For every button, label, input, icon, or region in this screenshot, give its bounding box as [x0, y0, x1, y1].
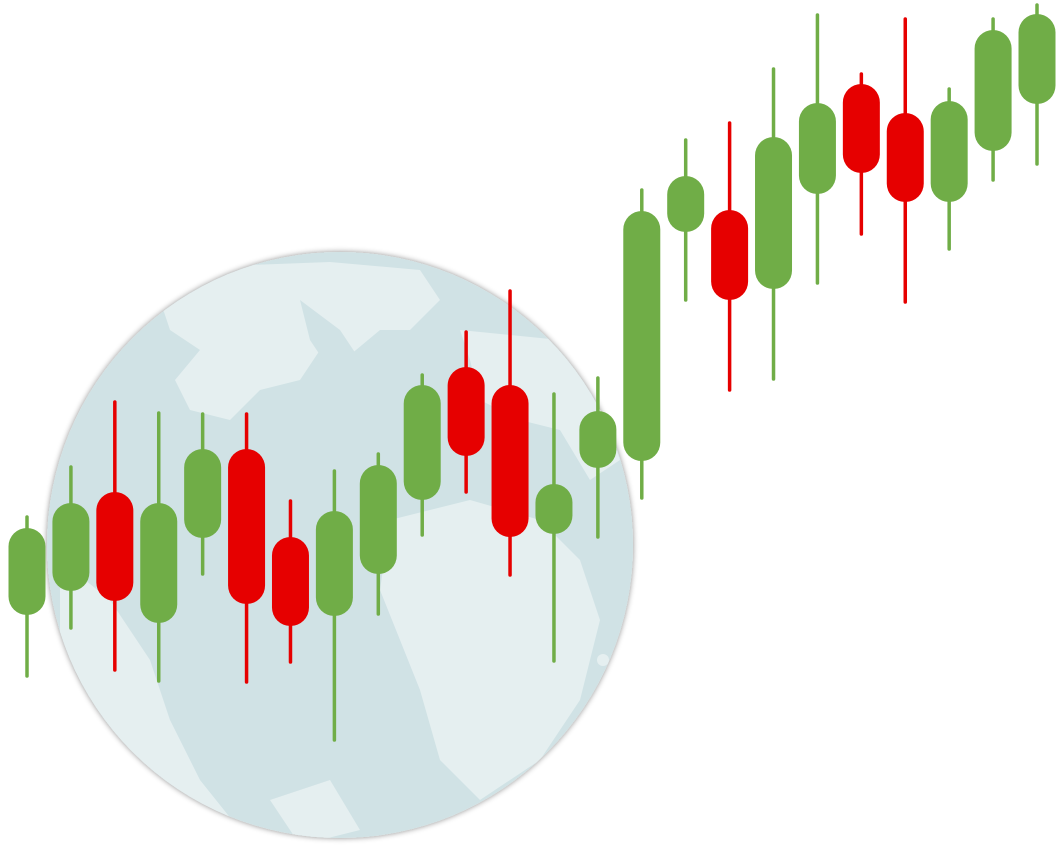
- continents: [60, 262, 620, 838]
- candle-body: [755, 137, 793, 289]
- candle-body: [535, 484, 573, 534]
- candle-body: [447, 367, 485, 456]
- candle-body: [930, 101, 968, 202]
- candle-body: [315, 511, 353, 616]
- candle-body: [842, 84, 880, 173]
- candle-body: [974, 30, 1012, 151]
- candles: [8, 3, 1056, 742]
- candle-body: [184, 449, 222, 538]
- candle-body: [140, 503, 178, 623]
- candle-body: [403, 385, 441, 500]
- candle-body: [667, 176, 705, 232]
- candle-body: [271, 537, 309, 626]
- candle-body: [623, 211, 661, 461]
- candle-body: [579, 411, 617, 468]
- candle-body: [491, 385, 529, 537]
- candle-body: [798, 103, 836, 194]
- candle-body: [96, 492, 134, 601]
- candle-body: [711, 210, 749, 300]
- candle-body: [8, 528, 46, 615]
- candle-body: [1018, 14, 1056, 104]
- candle-body: [359, 465, 397, 574]
- candle-body: [228, 449, 266, 604]
- candle-body: [886, 113, 924, 202]
- candle-body: [52, 503, 90, 591]
